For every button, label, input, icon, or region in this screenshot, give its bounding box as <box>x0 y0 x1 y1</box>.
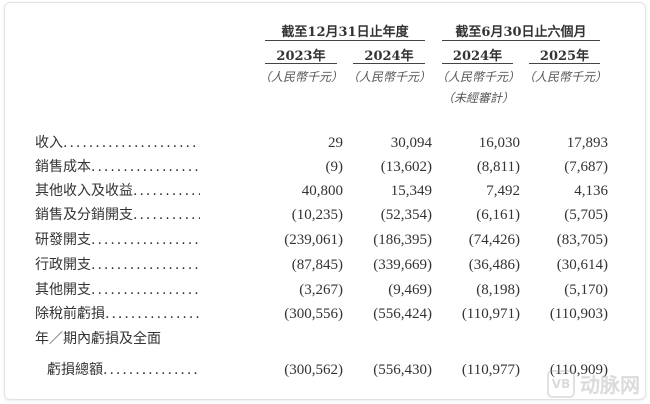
leader-dots: ................................ <box>133 183 200 199</box>
cell-value: (10,235) <box>291 207 343 223</box>
cell-value: 29 <box>328 135 343 151</box>
watermark: VB 动脉网 <box>547 369 640 398</box>
unaudited-label: （未經審計） <box>441 91 514 105</box>
cell-value: (36,486) <box>468 257 520 273</box>
cell-value: (110,971) <box>461 306 520 322</box>
cell-value: 40,800 <box>301 183 343 199</box>
divider <box>442 63 513 64</box>
row-label: 行政開支................................ <box>35 254 200 276</box>
cell-value: (3,267) <box>299 282 343 298</box>
watermark-text: 动脉网 <box>580 373 640 397</box>
row-label: 研發開支................................ <box>35 229 200 251</box>
table-row: 行政開支................................ (87,… <box>0 254 650 276</box>
row-label-text: 收入 <box>35 135 63 151</box>
table-row: 其他開支................................ (3,2… <box>0 279 650 301</box>
table-row: 年／期內虧損及全面 <box>0 328 650 350</box>
year-header: 2024年 <box>364 49 414 64</box>
cell-value: (8,198) <box>476 282 520 298</box>
row-label: 虧損總額................................ <box>47 359 200 381</box>
leader-dots: ................................ <box>133 207 200 223</box>
row-label: 除稅前虧損................................ <box>35 303 200 325</box>
leader-dots: ................................ <box>105 306 200 322</box>
cell-value: (7,687) <box>564 159 608 175</box>
cell-value: 7,492 <box>486 183 520 199</box>
table-row: 除稅前虧損................................ (30… <box>0 303 650 325</box>
row-label: 銷售及分銷開支................................ <box>35 204 200 226</box>
cell-value: (74,426) <box>468 232 520 248</box>
group-header-interim: 截至6月30日止六個月 <box>455 25 587 40</box>
cell-value: (8,811) <box>476 159 520 175</box>
row-label: 年／期內虧損及全面 <box>35 331 161 347</box>
unit-label: （人民幣千元） <box>346 70 431 84</box>
cell-value: (5,705) <box>564 207 608 223</box>
leader-dots: ................................ <box>103 362 200 378</box>
unit-label: （人民幣千元） <box>522 70 607 84</box>
cell-value: (9,469) <box>388 282 432 298</box>
cell-value: (6,161) <box>476 207 520 223</box>
row-label-text: 研發開支 <box>35 232 91 248</box>
row-label: 收入................................ <box>35 132 200 154</box>
leader-dots: ................................ <box>63 135 200 151</box>
watermark-logo-icon: VB <box>547 369 575 398</box>
cell-value: (9) <box>325 159 344 175</box>
cell-value: (239,061) <box>284 232 343 248</box>
unit-label: （人民幣千元） <box>435 70 520 84</box>
cell-value: (110,909) <box>549 362 608 378</box>
cell-value: 17,893 <box>566 135 608 151</box>
cell-value: (110,977) <box>461 362 520 378</box>
year-header: 2023年 <box>276 49 326 64</box>
cell-value: (5,170) <box>564 282 608 298</box>
cell-value: (186,395) <box>373 232 432 248</box>
row-label: 其他收入及收益................................ <box>35 180 200 202</box>
year-header: 2024年 <box>452 49 503 64</box>
divider <box>442 40 600 41</box>
cell-value: (83,705) <box>556 232 608 248</box>
row-label: 銷售成本................................ <box>35 156 200 178</box>
table-row: 銷售成本................................ (9) (… <box>0 156 650 178</box>
cell-value: (30,614) <box>556 257 608 273</box>
row-label-text: 銷售成本 <box>35 159 91 175</box>
row-label-text: 其他收入及收益 <box>35 183 133 199</box>
row-label-text: 虧損總額 <box>47 362 103 378</box>
cell-value: 16,030 <box>478 135 520 151</box>
cell-value: (87,845) <box>291 257 343 273</box>
group-header-annual: 截至12月31日止年度 <box>281 25 409 40</box>
row-label-text: 行政開支 <box>35 257 91 273</box>
cell-value: (52,354) <box>380 207 432 223</box>
cell-value: 30,094 <box>390 135 432 151</box>
table-row-total: 虧損總額................................ (300… <box>0 359 650 381</box>
cell-value: (556,430) <box>373 362 432 378</box>
cell-value: (556,424) <box>373 306 432 322</box>
table-row: 銷售及分銷開支................................ (… <box>0 204 650 226</box>
row-label-text: 除稅前虧損 <box>35 306 105 322</box>
table-row: 其他收入及收益................................ 4… <box>0 180 650 202</box>
cell-value: (300,556) <box>284 306 343 322</box>
table-row: 收入................................ 29 30,0… <box>0 132 650 154</box>
divider <box>265 63 337 64</box>
cell-value: 15,349 <box>390 183 432 199</box>
divider <box>265 40 425 41</box>
cell-value: 4,136 <box>574 183 608 199</box>
year-header: 2025年 <box>539 49 590 64</box>
cell-value: (110,903) <box>549 306 608 322</box>
row-label-text: 其他開支 <box>35 282 91 298</box>
divider <box>353 63 425 64</box>
leader-dots: ................................ <box>91 257 200 273</box>
page-frame <box>4 2 646 400</box>
leader-dots: ................................ <box>91 159 200 175</box>
cell-value: (339,669) <box>373 257 432 273</box>
unit-label: （人民幣千元） <box>258 70 343 84</box>
table-row: 研發開支................................ (239… <box>0 229 650 251</box>
row-label: 其他開支................................ <box>35 279 200 301</box>
divider <box>529 63 600 64</box>
row-label-text: 銷售及分銷開支 <box>35 207 133 223</box>
leader-dots: ................................ <box>91 232 200 248</box>
leader-dots: ................................ <box>91 282 200 298</box>
cell-value: (13,602) <box>380 159 432 175</box>
cell-value: (300,562) <box>284 362 343 378</box>
